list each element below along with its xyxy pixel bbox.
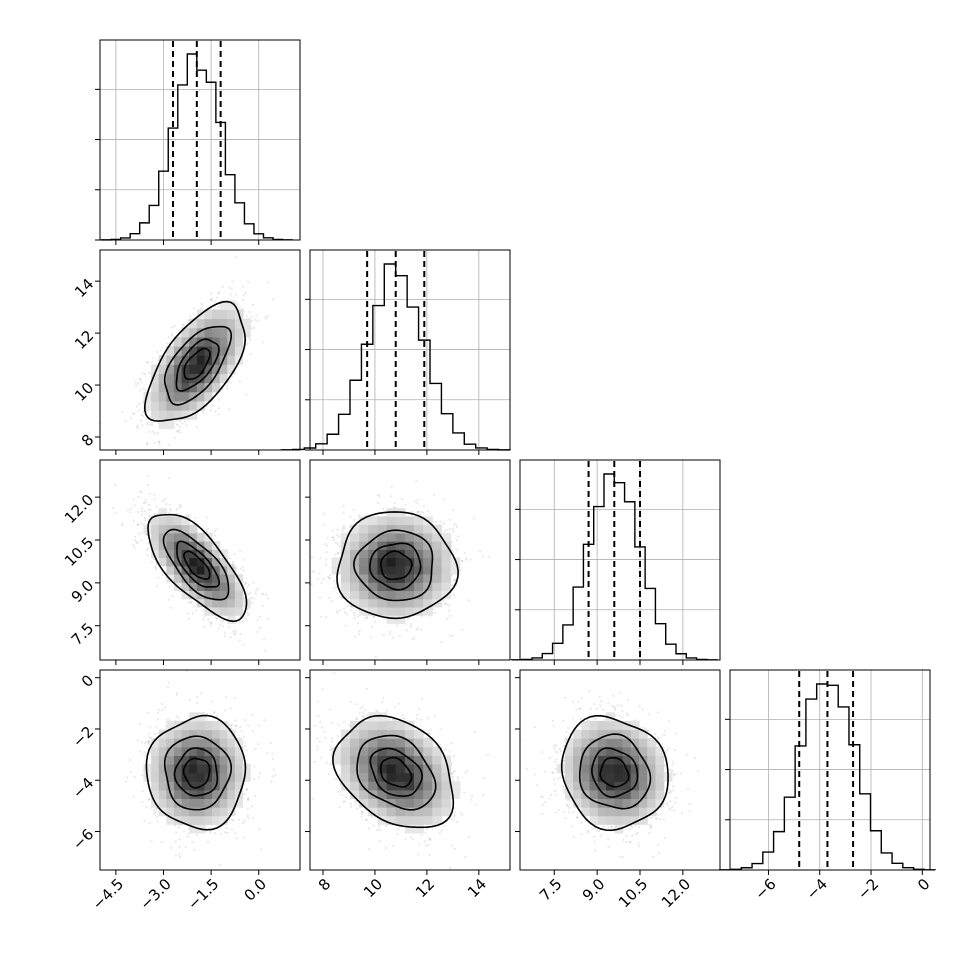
contour-level-3 <box>369 542 422 591</box>
contour-level-3 <box>175 338 220 392</box>
density-grid <box>143 712 251 834</box>
scatter-panel-2-1 <box>95 249 301 455</box>
y-tick-label: −2 <box>69 723 97 751</box>
histogram-frame <box>729 669 931 871</box>
contour-level-4 <box>182 757 211 789</box>
contour-level-2 <box>163 325 233 406</box>
histogram-frame <box>309 249 511 451</box>
contour-level-1 <box>145 714 247 831</box>
panel-frame <box>309 669 511 871</box>
x-tick-label: 12.0 <box>658 875 694 911</box>
contour-level-4 <box>599 757 630 788</box>
panel-frame <box>99 249 301 451</box>
contour-level-1 <box>560 715 669 832</box>
histogram-panel-4 <box>719 669 936 875</box>
x-tick-label: −4.5 <box>89 875 127 913</box>
scatter-panel-3-1 <box>95 459 301 665</box>
y-tick-label: 12.0 <box>61 491 97 527</box>
x-tick-label: 9.0 <box>579 875 609 905</box>
histogram-grid <box>730 670 930 870</box>
panel-frame <box>309 459 511 661</box>
contour-level-1 <box>147 513 248 623</box>
contour-level-3 <box>591 747 639 798</box>
y-tick-label: 12 <box>71 327 97 353</box>
x-tick-label: 0 <box>914 875 933 894</box>
x-tick-label: −2 <box>854 875 882 903</box>
contour-level-2 <box>353 529 434 602</box>
contour-level-4 <box>379 756 413 788</box>
panel-frame <box>99 459 301 661</box>
contour-level-2 <box>163 735 233 811</box>
contour-level-1 <box>336 511 459 620</box>
contour-level-2 <box>162 528 230 601</box>
contour-level-4 <box>183 347 211 381</box>
histogram-grid <box>520 460 720 660</box>
y-tick-label: −4 <box>69 774 97 802</box>
x-tick-label: 14 <box>464 875 490 901</box>
contour-level-1 <box>332 714 455 829</box>
density-grid <box>331 508 461 624</box>
panel-frame <box>519 669 721 871</box>
contour-level-1 <box>144 300 247 422</box>
histogram-panel-2 <box>280 249 511 455</box>
x-tick-label: 10.5 <box>615 875 651 911</box>
contour-level-3 <box>176 540 221 588</box>
histogram-panel-3 <box>510 459 721 665</box>
y-tick-label: 8 <box>78 431 97 450</box>
y-tick-label: 9.0 <box>68 576 98 606</box>
y-tick-label: −6 <box>69 825 97 853</box>
contour-level-3 <box>369 747 423 797</box>
x-tick-label: 8 <box>315 875 334 894</box>
histogram-frame <box>519 459 721 661</box>
x-tick-label: −3.0 <box>136 875 174 913</box>
histogram-panel-1 <box>95 39 301 245</box>
x-tick-label: 10 <box>360 875 386 901</box>
x-tick-label: −6 <box>751 875 779 903</box>
y-tick-label: 10 <box>71 379 97 405</box>
y-tick-label: 7.5 <box>68 619 98 649</box>
histogram-grid <box>100 40 300 240</box>
contour-level-3 <box>173 747 219 797</box>
x-tick-label: 7.5 <box>536 875 566 905</box>
histogram-grid <box>310 250 510 450</box>
y-tick-label: 14 <box>71 275 97 301</box>
histogram-steps <box>280 263 511 451</box>
contour-level-2 <box>356 734 437 811</box>
contour-level-2 <box>578 733 652 810</box>
scatter-panel-4-1 <box>95 669 301 875</box>
scatter-panel-3-2 <box>305 459 511 665</box>
contour-level-4 <box>380 550 413 581</box>
x-tick-label: −1.5 <box>184 875 222 913</box>
histogram-steps <box>510 473 718 661</box>
y-tick-label: 10.5 <box>61 534 97 570</box>
scatter-panel-4-2 <box>305 669 511 875</box>
panel-frame <box>99 669 301 871</box>
scatter-panel-4-3 <box>515 669 721 875</box>
x-tick-label: 12 <box>412 875 438 901</box>
y-tick-label: 0 <box>78 671 97 690</box>
x-tick-label: 0.0 <box>240 875 270 905</box>
x-tick-label: −4 <box>803 875 831 903</box>
contour-level-4 <box>183 550 211 581</box>
